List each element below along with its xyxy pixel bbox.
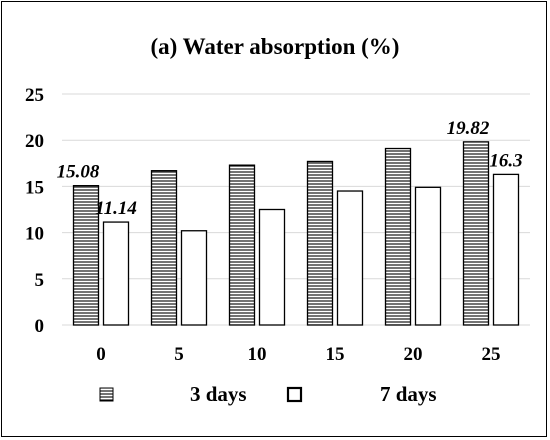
bar-3-days (384, 147, 412, 326)
legend: 3 days 7 days (99, 382, 437, 406)
y-tick-label: 5 (35, 270, 45, 291)
x-tick-label: 0 (96, 344, 106, 365)
x-tick-label: 15 (326, 344, 345, 365)
y-tick-label: 25 (25, 85, 44, 106)
y-tick-label: 10 (25, 224, 44, 245)
bar-7-days (414, 186, 442, 326)
legend-swatch-7-days (286, 386, 303, 403)
legend-label: 7 days (380, 382, 437, 406)
gridlines (62, 93, 530, 326)
chart-title: (a) Water absorption (%) (151, 34, 400, 59)
bars (72, 141, 520, 326)
x-tick-label: 20 (404, 344, 423, 365)
x-tick-label: 10 (248, 344, 267, 365)
bar-7-days (258, 208, 286, 326)
bar-7-days (492, 173, 520, 326)
legend-swatch-3-days (99, 387, 114, 402)
data-labels: 15.08 11.14 19.82 16.3 (57, 118, 523, 219)
data-label: 16.3 (489, 150, 522, 171)
data-label: 11.14 (95, 198, 137, 219)
bar-3-days (228, 164, 256, 326)
bar-3-days (306, 160, 334, 326)
y-tick-label: 20 (25, 131, 44, 152)
x-tick-label: 5 (174, 344, 184, 365)
data-label: 15.08 (57, 162, 100, 183)
bar-7-days (336, 190, 364, 326)
y-tick-labels: 0 5 10 15 20 25 (25, 85, 44, 337)
legend-label: 3 days (190, 382, 247, 406)
x-tick-label: 25 (482, 344, 501, 365)
bar-7-days (102, 221, 130, 326)
bar-3-days (462, 141, 490, 326)
x-tick-labels: 0 5 10 15 20 25 (96, 344, 500, 365)
data-label: 19.82 (447, 118, 490, 139)
y-tick-label: 0 (35, 316, 45, 337)
y-tick-label: 15 (25, 177, 44, 198)
bar-7-days (180, 230, 208, 326)
bar-3-days (150, 170, 178, 326)
bar-3-days (72, 185, 100, 326)
